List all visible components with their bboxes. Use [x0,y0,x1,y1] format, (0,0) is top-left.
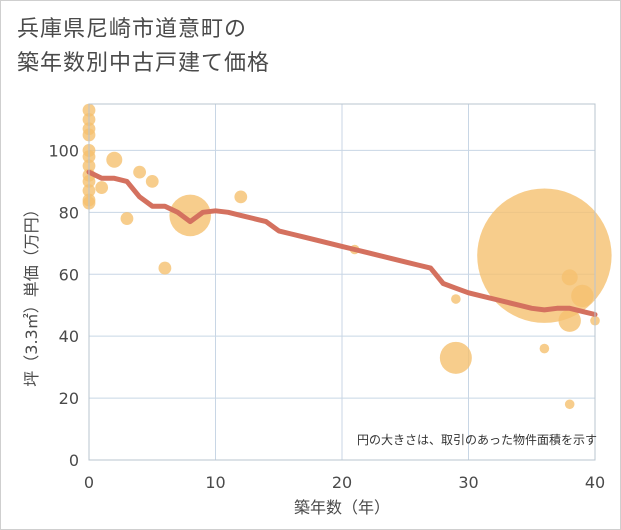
data-point [564,399,575,410]
x-tick-label: 20 [332,473,352,492]
x-axis-label: 築年数（年） [294,498,390,517]
data-points [82,103,612,410]
chart-title-line-2: 築年数別中古戸建て価格 [17,51,271,76]
size-annotation: 円の大きさは、取引のあった物件面積を示す [357,432,597,447]
y-tick-label: 20 [59,389,79,408]
x-tick-label: 30 [458,473,478,492]
chart-title-line-1: 兵庫県尼崎市道意町の [17,17,248,42]
x-tick-labels: 0 10 20 30 40 [84,473,605,492]
y-axis-label: 坪（3.3㎡）単価（万円） [22,201,41,386]
y-tick-labels: 0 20 40 60 80 100 [48,141,79,470]
data-point [439,341,472,374]
data-point [477,188,612,323]
data-point [158,261,172,275]
data-point [133,165,147,179]
data-point [561,269,578,286]
chart-title: 兵庫県尼崎市道意町の 築年数別中古戸建て価格 [17,13,270,81]
data-point [571,284,594,308]
data-point [558,309,581,332]
data-point [451,294,461,304]
data-point [145,174,159,188]
plot-border [88,103,596,461]
y-tick-label: 40 [59,327,79,346]
x-tick-label: 10 [205,473,225,492]
y-tick-label: 0 [69,451,79,470]
x-tick-label: 40 [585,473,605,492]
y-tick-label: 60 [59,265,79,284]
x-tick-label: 0 [84,473,94,492]
y-tick-label: 100 [48,141,79,160]
data-point [95,181,109,194]
trend-line [86,169,598,317]
data-point [169,194,211,237]
data-point [539,343,550,354]
data-point [234,190,248,204]
data-point [106,151,123,168]
y-tick-label: 80 [59,203,79,222]
data-point [120,212,134,225]
